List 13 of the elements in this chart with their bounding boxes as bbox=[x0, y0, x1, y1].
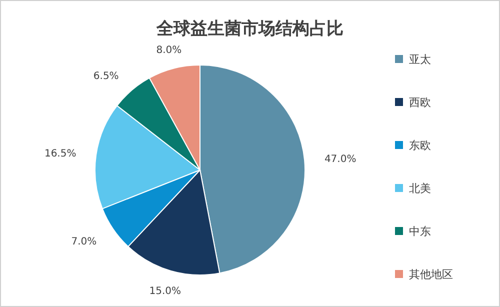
data-label: 8.0% bbox=[156, 44, 182, 56]
chart-title: 全球益生菌市场结构占比 bbox=[156, 19, 344, 39]
data-label: 47.0% bbox=[324, 154, 356, 166]
legend-label: 东欧 bbox=[409, 139, 431, 152]
legend-label: 中东 bbox=[409, 225, 431, 238]
data-label: 7.0% bbox=[71, 236, 97, 248]
legend-label: 西欧 bbox=[409, 96, 431, 109]
data-label: 6.5% bbox=[93, 70, 119, 82]
legend-label: 亚太 bbox=[409, 53, 431, 66]
data-label: 15.0% bbox=[149, 286, 182, 298]
data-label: 16.5% bbox=[44, 148, 76, 160]
legend-label: 其他地区 bbox=[409, 268, 453, 281]
legend-label: 北美 bbox=[409, 182, 431, 195]
